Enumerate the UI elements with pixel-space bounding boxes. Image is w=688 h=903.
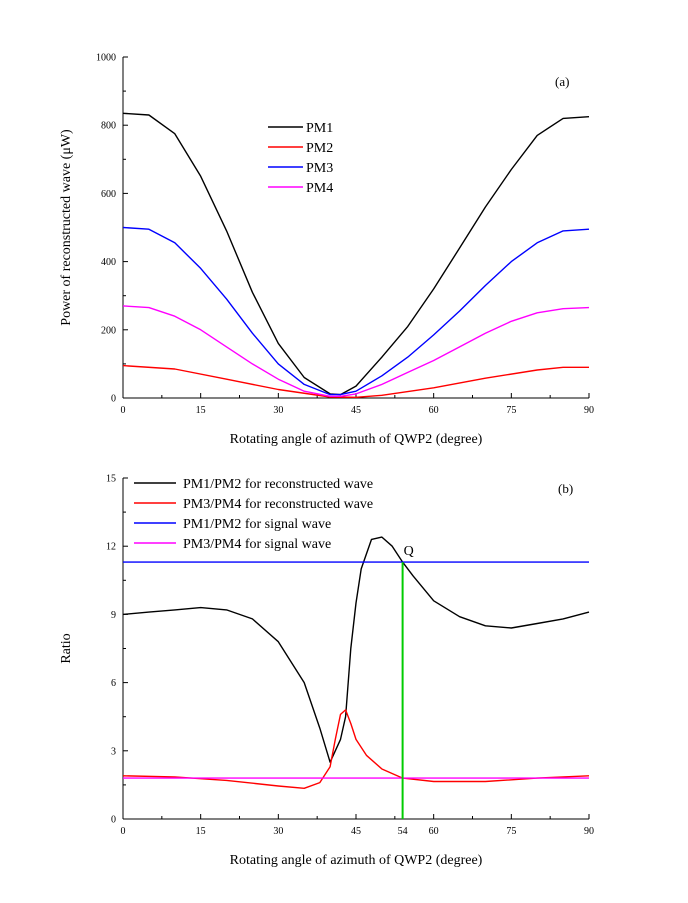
legend-label: PM3/PM4 for signal wave <box>183 537 331 552</box>
legend-label: PM3 <box>306 161 333 176</box>
x-tick-label: 0 <box>121 405 126 416</box>
y-tick-label: 0 <box>111 815 116 826</box>
y-tick-label: 12 <box>106 542 116 553</box>
legend-label: PM2 <box>306 141 333 156</box>
series-line <box>122 364 589 398</box>
y-axis-label: Ratio <box>59 633 74 663</box>
y-tick-label: 600 <box>101 189 116 200</box>
x-tick-label: 75 <box>506 826 516 837</box>
x-tick-label: 54 <box>398 826 408 837</box>
x-tick-label: 0 <box>121 826 126 837</box>
series-line <box>122 536 590 763</box>
series-line <box>122 305 590 397</box>
x-tick-label: 60 <box>429 405 439 416</box>
series-line <box>122 226 590 396</box>
legend-label: PM1/PM2 for reconstructed wave <box>183 477 373 492</box>
x-tick-label: 90 <box>584 826 594 837</box>
x-axis-label: Rotating angle of azimuth of QWP2 (degre… <box>230 853 483 868</box>
y-tick-label: 6 <box>111 678 116 689</box>
x-tick-label: 45 <box>351 405 361 416</box>
y-axis-label: Power of reconstructed wave (μW) <box>59 129 74 326</box>
y-tick-label: 3 <box>111 746 116 757</box>
annotation-label: Q <box>404 544 414 559</box>
panel-label: (a) <box>555 74 569 89</box>
y-tick-label: 200 <box>101 325 116 336</box>
panel-a-power-chart: 0 15 30 45 60 75 90 0 200 400 600 800 1000 Rotating a… <box>59 53 594 448</box>
legend-label: PM3/PM4 for reconstructed wave <box>183 497 373 512</box>
y-tick-label: 400 <box>101 257 116 268</box>
y-tick-label: 0 <box>111 394 116 405</box>
x-tick-label: 90 <box>584 405 594 416</box>
y-tick-label: 9 <box>111 610 116 621</box>
x-tick-label: 30 <box>273 405 283 416</box>
y-tick-label: 1000 <box>96 53 116 64</box>
legend-label: PM1/PM2 for signal wave <box>183 517 331 532</box>
x-tick-label: 45 <box>351 826 361 837</box>
series-line <box>122 709 590 789</box>
panel-b-ratio-chart: 0 15 30 45 54 60 75 90 0 3 6 9 12 15 Rotating angle of… <box>59 474 594 869</box>
x-tick-label: 15 <box>196 826 206 837</box>
y-tick-label: 15 <box>106 474 116 485</box>
x-tick-label: 75 <box>506 405 516 416</box>
x-axis-label: Rotating angle of azimuth of QWP2 (degre… <box>230 432 483 447</box>
x-tick-label: 30 <box>273 826 283 837</box>
legend-label: PM4 <box>306 181 333 196</box>
legend-label: PM1 <box>306 121 333 136</box>
y-tick-label: 800 <box>101 121 116 132</box>
panel-label: (b) <box>558 481 573 496</box>
series-line <box>122 112 590 396</box>
x-tick-label: 60 <box>429 826 439 837</box>
x-tick-label: 15 <box>196 405 206 416</box>
